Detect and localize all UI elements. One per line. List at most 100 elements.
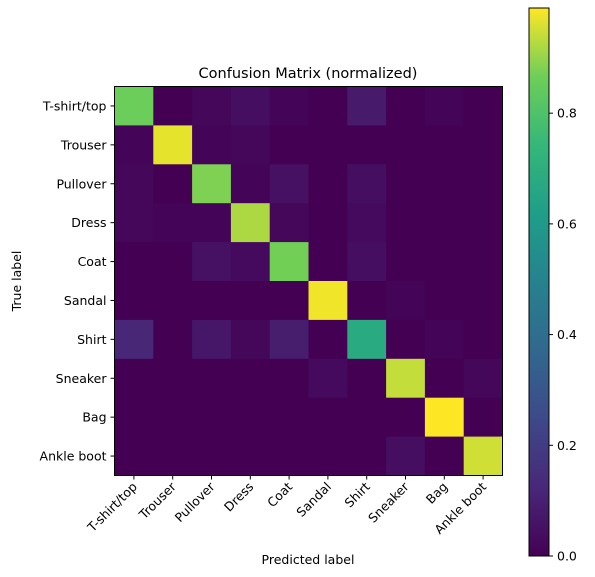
colorbar-tick-label: 0.0 [557,549,577,564]
heatmap-cell [463,436,503,476]
heatmap-cell [153,125,193,165]
heatmap-cell [424,397,465,438]
x-tick-label: Bag [423,479,451,507]
heatmap-cell [230,281,271,321]
heatmap-cell [463,125,503,165]
heatmap-cell [424,86,465,126]
x-tick-label: Dress [221,479,257,515]
heatmap-cell [424,125,465,165]
colorbar [528,7,550,557]
heatmap-cell [308,319,348,360]
heatmap-cells [114,86,503,476]
heatmap-cell [347,86,387,126]
heatmap-cell [230,436,271,476]
heatmap-cell [463,242,503,282]
heatmap-cell [269,125,309,165]
heatmap-cell [386,319,426,360]
heatmap-cell [192,358,232,399]
heatmap-cell [347,358,387,399]
colorbar-tick-label: 0.8 [557,106,577,121]
heatmap-cell [424,436,465,476]
heatmap-cell [463,358,503,399]
heatmap-cell [386,436,426,476]
heatmap-cell [192,125,232,165]
heatmap-cell [347,125,387,165]
heatmap-cell [463,281,503,321]
x-axis-label: Predicted label [262,552,355,567]
heatmap-cell [114,397,154,438]
heatmap-cell [153,203,193,243]
heatmap-cell [153,164,193,204]
y-axis-label: True label [9,251,24,313]
heatmap-cell [269,86,309,126]
heatmap-cell [153,436,193,476]
heatmap-cell [230,242,271,282]
heatmap-cell [192,86,232,126]
plot-frame [114,86,503,476]
heatmap-cell [269,281,309,321]
heatmap-cell [114,436,154,476]
heatmap-cell [269,358,309,399]
x-tick-label: Coat [264,479,295,510]
heatmap-cell [424,164,465,204]
heatmap-cell [308,358,348,399]
heatmap-cell [308,242,348,282]
heatmap-cell [347,397,387,438]
heatmap-cell [308,164,348,204]
heatmap-cell [308,125,348,165]
y-tick-label: Trouser [60,137,107,152]
y-tick-label: Sandal [64,293,107,308]
heatmap-cell [114,203,154,243]
x-tick-label: Pullover [172,478,219,525]
y-tick-label: Ankle boot [40,449,107,464]
heatmap-cell [114,125,154,165]
heatmap-cell [230,397,271,438]
heatmap-cell [347,164,387,204]
heatmap-cell [153,397,193,438]
heatmap-cell [386,358,426,399]
heatmap-cell [424,319,465,360]
y-tick-label: Bag [82,410,106,425]
heatmap-cell [386,203,426,243]
heatmap-cell [153,358,193,399]
heatmap-cell [463,203,503,243]
heatmap-cell [153,242,193,282]
heatmap-cell [269,203,309,243]
heatmap-cell [192,203,232,243]
heatmap-cell [269,164,309,204]
y-tick-label: Shirt [77,332,106,347]
heatmap-cell [192,319,232,360]
heatmap-cell [230,203,271,243]
heatmap-cell [308,86,348,126]
heatmap-cell [347,242,387,282]
heatmap-cell [192,397,232,438]
heatmap-cell [424,203,465,243]
y-tick-label: T-shirt/top [42,98,107,113]
heatmap-cell [347,319,387,360]
colorbar-tick-label: 0.2 [557,438,577,453]
heatmap-cell [463,86,503,126]
heatmap-cell [192,164,232,204]
heatmap-cell [114,164,154,204]
heatmap-cell [386,242,426,282]
heatmap-cell [269,397,309,438]
heatmap-cell [230,86,271,126]
heatmap-cell [386,281,426,321]
heatmap-cell [269,436,309,476]
y-tick-label: Pullover [56,176,107,191]
heatmap-cell [153,319,193,360]
heatmap-cell [230,164,271,204]
x-tick-label: Shirt [341,479,372,510]
heatmap-cell [424,281,465,321]
heatmap-cell [114,86,154,126]
y-tick-label: Dress [71,215,106,230]
heatmap-cell [424,242,465,282]
heatmap-cell [153,281,193,321]
heatmap-cell [192,242,232,282]
heatmap-cell [114,281,154,321]
chart-title: Confusion Matrix (normalized) [199,66,418,82]
heatmap-cell [347,203,387,243]
heatmap-cell [463,319,503,360]
x-tick-label: T-shirt/top [84,479,140,535]
